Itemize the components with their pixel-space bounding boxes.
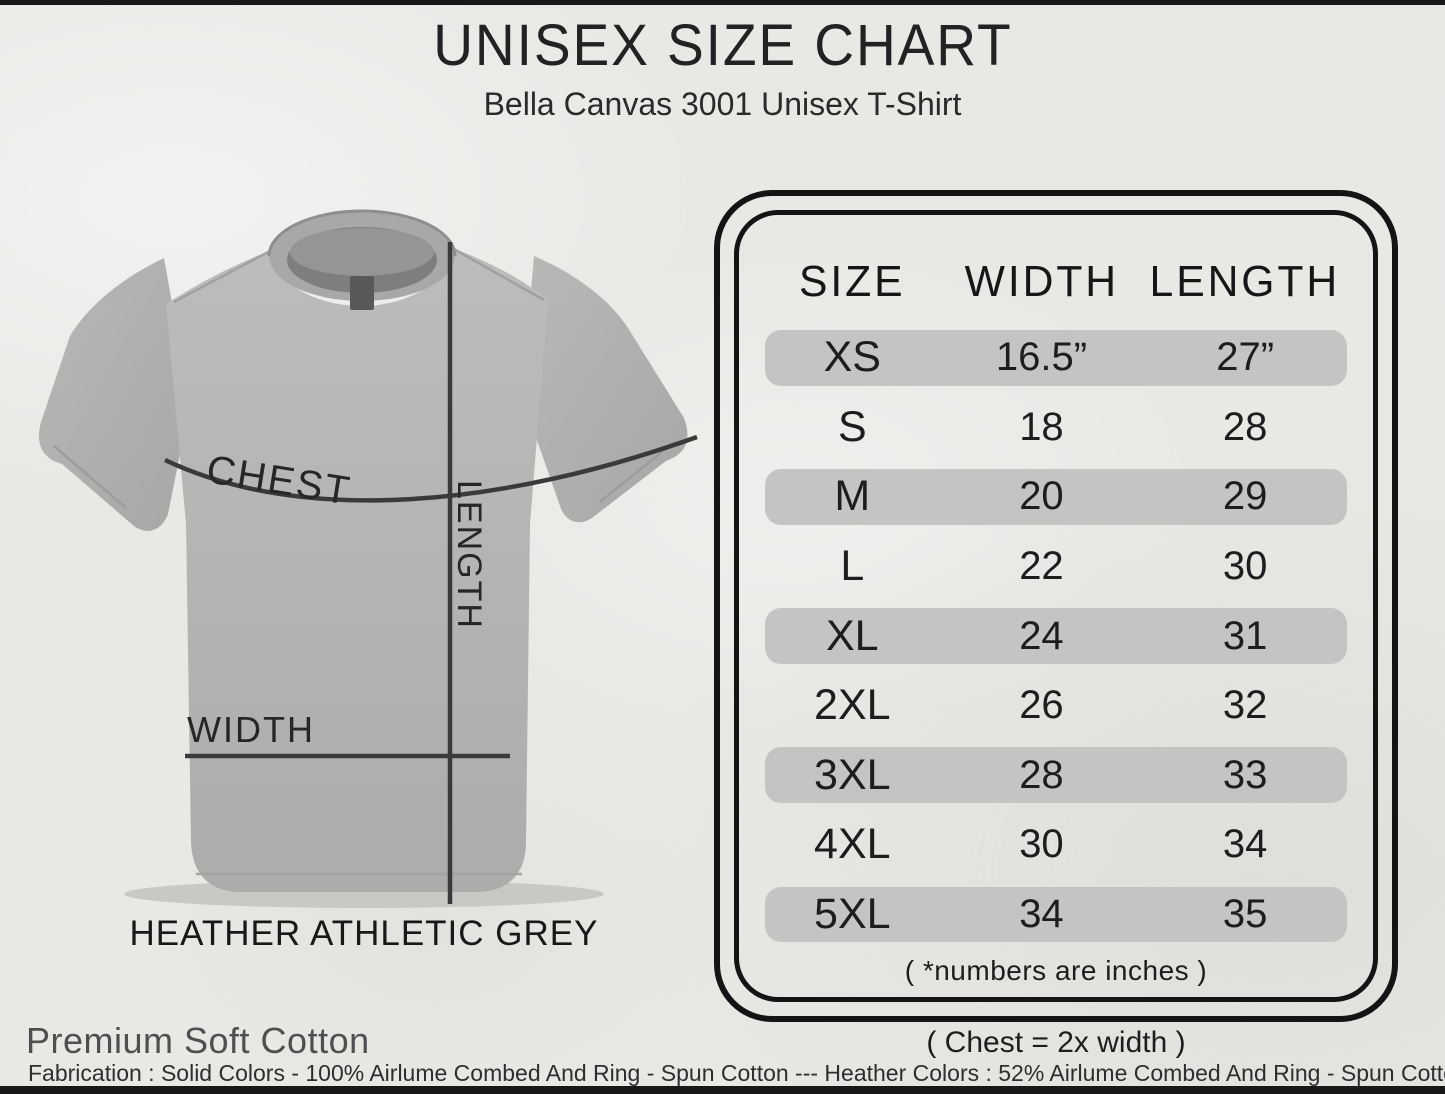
width-label: WIDTH — [187, 709, 315, 750]
width-cell: 28 — [1019, 752, 1064, 797]
chest-footnote: ( Chest = 2x width ) — [926, 1026, 1186, 1059]
shirt-color-name: HEATHER ATHLETIC GREY — [129, 914, 599, 953]
size-cell: XS — [823, 333, 881, 382]
table-row-3xl: 3XL 28 33 — [765, 740, 1347, 810]
width-cell: 22 — [1019, 543, 1064, 588]
header-width: WIDTH — [964, 257, 1119, 306]
page-title-text: UNISEX SIZE CHART — [432, 13, 1013, 78]
size-cell: 4XL — [814, 820, 891, 869]
table-row-2xl: 2XL 26 32 — [765, 671, 1347, 741]
table-row-5xl: 5XL 34 35 — [765, 880, 1347, 950]
collar-tag — [350, 276, 374, 310]
right-sleeve-hem — [599, 441, 675, 503]
length-label: LENGTH — [450, 480, 488, 630]
size-chart-card: SIZE WIDTH LENGTH XS 16.5” 27” S 18 28 M… — [714, 190, 1398, 1022]
shirt-body — [166, 248, 548, 892]
length-cell: 32 — [1222, 683, 1268, 728]
table-row-xl: XL 24 31 — [765, 601, 1347, 671]
size-cell: S — [837, 402, 867, 451]
width-cell: 18 — [1019, 404, 1064, 449]
length-cell: 28 — [1222, 404, 1268, 449]
length-cell: 27” — [1216, 335, 1275, 380]
collar-rib-seam — [267, 209, 457, 257]
size-cell: 5XL — [814, 889, 891, 938]
width-cell: 30 — [1019, 822, 1064, 867]
collar-inside-back — [290, 228, 434, 276]
table-header-row: SIZE WIDTH LENGTH — [765, 241, 1347, 323]
size-cell: M — [834, 472, 871, 521]
size-cell: 2XL — [814, 681, 891, 730]
fabrication-text: Fabrication : Solid Colors - 100% Airlum… — [28, 1060, 1445, 1086]
size-cell: XL — [825, 611, 879, 660]
premium-tagline: Premium Soft Cotton — [26, 1020, 370, 1061]
left-shoulder-seam — [173, 248, 273, 304]
chest-line — [164, 434, 698, 503]
page-title: UNISEX SIZE CHART — [0, 12, 1445, 79]
units-note: ( *numbers are inches ) — [904, 955, 1208, 986]
width-cell: 26 — [1019, 683, 1064, 728]
top-edge-strip — [0, 0, 1445, 5]
right-shoulder-seam — [451, 246, 545, 302]
table-body: XS 16.5” 27” S 18 28 M 20 29 L 22 30 XL — [739, 323, 1373, 949]
table-row-s: S 18 28 — [765, 393, 1347, 463]
size-cell: L — [840, 541, 865, 590]
header-size: SIZE — [799, 257, 906, 306]
width-cell: 20 — [1019, 474, 1064, 519]
length-cell: 30 — [1222, 543, 1268, 588]
table-row-l: L 22 30 — [765, 532, 1347, 602]
width-cell: 16.5” — [995, 335, 1088, 380]
page-subtitle: Bella Canvas 3001 Unisex T-Shirt — [483, 86, 962, 122]
size-cell: 3XL — [814, 750, 891, 799]
bottom-edge-strip — [0, 1086, 1445, 1094]
length-cell: 35 — [1222, 891, 1268, 936]
table-row-4xl: 4XL 30 34 — [765, 810, 1347, 880]
length-cell: 31 — [1222, 613, 1268, 658]
width-cell: 34 — [1019, 891, 1064, 936]
header-length: LENGTH — [1149, 257, 1341, 306]
length-cell: 33 — [1222, 752, 1268, 797]
length-cell: 34 — [1222, 822, 1268, 867]
length-cell: 29 — [1222, 474, 1268, 519]
left-sleeve — [38, 258, 190, 531]
tshirt-illustration: CHEST LENGTH WIDTH — [24, 194, 704, 910]
table-row-xs: XS 16.5” 27” — [765, 323, 1347, 393]
table-row-m: M 20 29 — [765, 462, 1347, 532]
size-chart-inner-border: SIZE WIDTH LENGTH XS 16.5” 27” S 18 28 M… — [734, 210, 1378, 1002]
width-cell: 24 — [1019, 613, 1064, 658]
left-sleeve-hem — [53, 445, 127, 509]
